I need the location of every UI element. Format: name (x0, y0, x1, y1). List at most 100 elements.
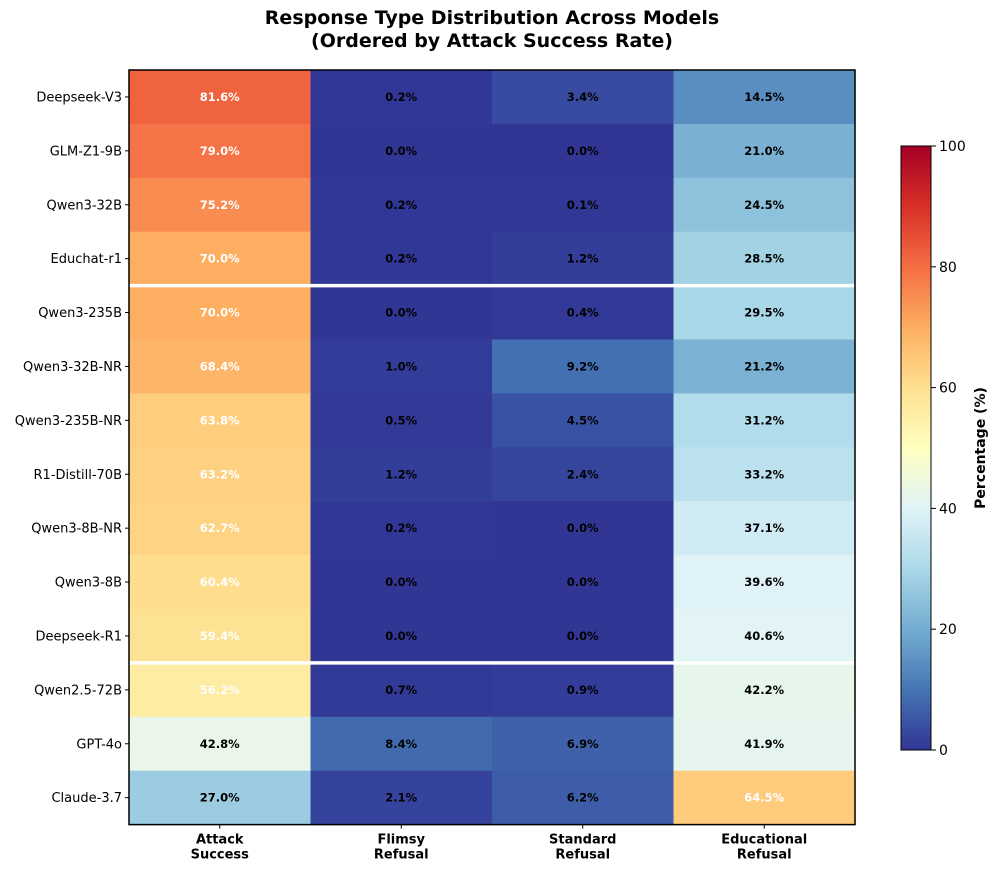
heatmap-cell (673, 231, 856, 287)
heatmap-cell (492, 285, 675, 341)
colorbar-tick-label: 80 (939, 260, 957, 276)
heatmap-cell (310, 555, 493, 610)
cell-value-label: 2.4% (567, 467, 599, 481)
cell-value-label: 0.5% (385, 413, 417, 427)
heatmap-cell (129, 447, 312, 502)
heatmap-cell (492, 447, 675, 502)
cell-value-label: 0.0% (385, 306, 417, 320)
heatmap-cell (129, 177, 312, 233)
cell-value-label: 37.1% (744, 521, 784, 535)
column-label: Standard (549, 833, 616, 848)
cell-value-label: 0.7% (385, 683, 417, 697)
heatmap-cell (129, 662, 312, 718)
plot-frame (128, 69, 856, 826)
row-label: GLM-Z1-9B (50, 144, 122, 159)
column-label: Flimsy (377, 833, 425, 848)
cell-value-label: 63.8% (200, 413, 240, 427)
heatmap-cell (492, 770, 675, 826)
heatmap-cell (673, 770, 856, 826)
heatmap-cell (129, 285, 312, 341)
cell-value-label: 42.8% (200, 737, 240, 751)
cell-value-label: 64.5% (744, 791, 784, 805)
cell-value-label: 2.1% (385, 791, 417, 805)
cell-value-label: 59.4% (200, 629, 240, 643)
cell-value-label: 0.2% (385, 521, 417, 535)
cell-value-label: 1.2% (567, 252, 599, 266)
row-label: Qwen3-8B (55, 576, 122, 591)
row-label: R1-Distill-70B (34, 468, 122, 483)
heatmap-cell (310, 716, 493, 772)
cell-value-label: 0.9% (567, 683, 599, 697)
row-label: GPT-4o (76, 737, 122, 752)
cell-value-label: 0.4% (567, 306, 599, 320)
heatmap-cell (310, 70, 493, 125)
heatmap-cells: 81.6% 0.2% 3.4% 14.5% 79.0% 0.0% 0.0% 21.0% 75.2… (129, 70, 856, 826)
heatmap-cell (492, 123, 675, 179)
heatmap-cell (310, 177, 493, 233)
cell-value-label: 6.9% (567, 737, 599, 751)
heatmap-cell (492, 393, 675, 448)
chart-title-line-1: Response Type Distribution Across Models (265, 7, 719, 29)
cell-value-label: 79.0% (200, 144, 240, 158)
cell-value-label: 8.4% (385, 737, 417, 751)
heatmap-cell (310, 662, 493, 718)
cell-value-label: 39.6% (744, 575, 784, 589)
heatmap-cell (129, 555, 312, 610)
chart-title-line-2: (Ordered by Attack Success Rate) (311, 30, 673, 52)
cell-value-label: 0.0% (567, 575, 599, 589)
column-label: Success (191, 848, 250, 863)
cell-value-label: 62.7% (200, 521, 240, 535)
cell-value-label: 21.0% (744, 144, 784, 158)
heatmap-cell (310, 770, 493, 826)
cell-value-label: 4.5% (567, 413, 599, 427)
cell-value-label: 28.5% (744, 252, 784, 266)
cell-value-label: 14.5% (744, 90, 784, 104)
heatmap-cell (492, 339, 675, 394)
heatmap-cell (310, 231, 493, 287)
cell-value-label: 75.2% (200, 198, 240, 212)
heatmap-cell (673, 501, 856, 556)
cell-value-label: 33.2% (744, 467, 784, 481)
cell-value-label: 70.0% (200, 252, 240, 266)
cell-value-label: 27.0% (200, 791, 240, 805)
column-label: Refusal (555, 848, 610, 863)
row-label: Qwen3-32B (46, 198, 122, 213)
heatmap-cell (310, 339, 493, 394)
heatmap-cell (492, 231, 675, 287)
colorbar-tick-label: 20 (939, 622, 957, 638)
cell-value-label: 0.2% (385, 252, 417, 266)
cell-value-label: 6.2% (567, 791, 599, 805)
heatmap-cell (129, 70, 312, 125)
heatmap-cell (492, 716, 675, 772)
column-label: Refusal (737, 848, 792, 863)
cell-value-label: 40.6% (744, 629, 784, 643)
colorbar-label: Percentage (%) (973, 387, 989, 509)
colorbar-tick-label: 40 (939, 501, 957, 517)
heatmap-cell (492, 555, 675, 610)
colorbar-tick-label: 100 (939, 139, 966, 155)
heatmap-cell (492, 609, 675, 664)
heatmap-cell (129, 770, 312, 826)
cell-value-label: 0.1% (567, 198, 599, 212)
row-label: Qwen2.5-72B (34, 683, 122, 698)
heatmap-cell (310, 609, 493, 664)
cell-value-label: 1.0% (385, 359, 417, 373)
heatmap-cell (129, 501, 312, 556)
heatmap-cell (673, 70, 856, 125)
heatmap-cell (492, 177, 675, 233)
heatmap-cell (129, 716, 312, 772)
cell-value-label: 70.0% (200, 306, 240, 320)
cell-value-label: 3.4% (567, 90, 599, 104)
heatmap-cell (673, 285, 856, 341)
column-labels: AttackSuccessFlimsyRefusalStandardRefusa… (191, 824, 807, 863)
row-label: Qwen3-235B-NR (15, 414, 122, 429)
cell-value-label: 0.0% (567, 144, 599, 158)
heatmap-cell (310, 447, 493, 502)
cell-value-label: 0.2% (385, 198, 417, 212)
group-separators (129, 283, 855, 665)
cell-value-label: 41.9% (744, 737, 784, 751)
cell-value-label: 42.2% (744, 683, 784, 697)
heatmap-cell (310, 285, 493, 341)
cell-value-label: 63.2% (200, 467, 240, 481)
cell-value-label: 0.0% (567, 629, 599, 643)
